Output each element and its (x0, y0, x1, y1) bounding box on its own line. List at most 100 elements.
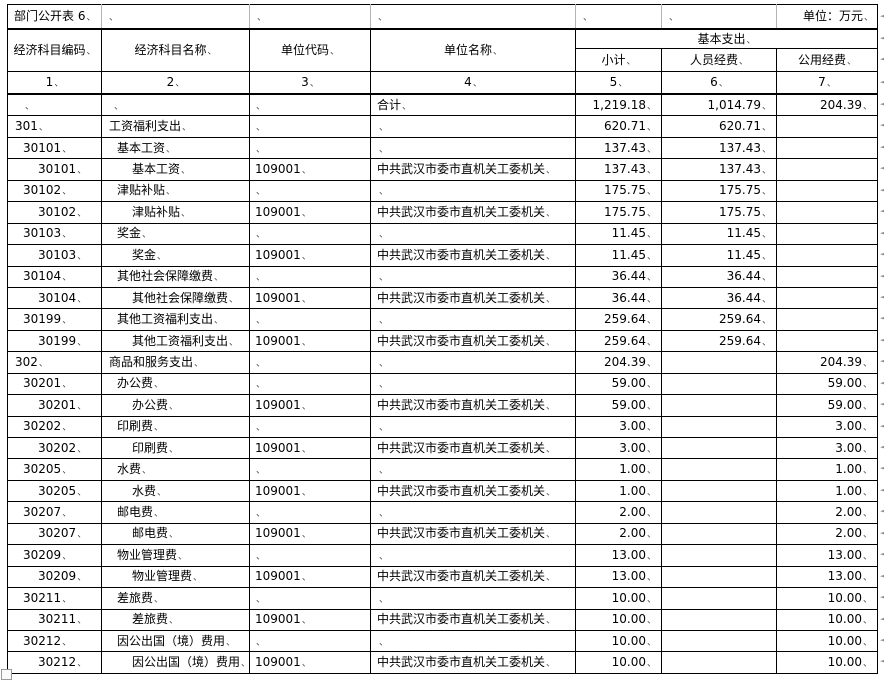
cell-end-marker: 、 (583, 13, 593, 23)
cell-end-marker: 、 (301, 573, 311, 584)
cell-text: 3.00 (619, 440, 646, 455)
cell-text: 30209 (23, 547, 62, 562)
cell-subtotal: 10.00、 (575, 587, 662, 610)
cell-text: 204.39 (819, 354, 862, 369)
table-row: 30205、 水费、、、 1.00、 1.00、 (7, 458, 878, 481)
table-row: 30102、 津贴补贴、、、 175.75、 175.75、 (7, 179, 878, 203)
cell-text: 中共武汉市委市直机关工委机关 (377, 655, 546, 670)
cell-end-marker: 、 (402, 101, 412, 112)
cell-unit-code: 、 (249, 136, 371, 160)
cell-text: 因公出国（境）费用 (132, 655, 241, 670)
cell-unit-name: 中共武汉市委市直机关工委机关、 (370, 329, 576, 353)
cell-end-marker: 、 (301, 166, 311, 177)
cell-text: 中共武汉市委市直机关工委机关 (377, 526, 546, 541)
row-end-marker-icon: ◄ (880, 356, 884, 365)
cell-text: 其他工资福利支出 (117, 312, 214, 327)
cell-unit-name: 中共武汉市委市直机关工委机关、 (370, 608, 576, 631)
cell-end-marker: 、 (62, 509, 72, 520)
cell-text: 30103 (38, 247, 77, 262)
header-label: 公用经费 (797, 52, 846, 67)
cell-end-marker: 、 (379, 230, 389, 241)
cell-subtotal: 59.00、 (575, 372, 662, 396)
header-label: 基本支出 (697, 31, 746, 46)
cell-code: 30101、 (7, 158, 102, 181)
cell-end-marker: 、 (214, 273, 224, 284)
cell-end-marker: 、 (256, 551, 266, 562)
header-unit-name: 单位名称、 (370, 28, 576, 72)
cell-unit-name: 中共武汉市委市直机关工委机关、 (370, 565, 576, 589)
table-row: 30199、 其他工资福利支出、 109001、 中共武汉市委市直机关工委机关、 259… (7, 329, 878, 353)
cell-end-marker: 、 (330, 47, 340, 57)
cell-name: 基本工资、 (101, 136, 250, 160)
cell-unit-code: 、 (249, 115, 371, 138)
cell-unit-code: 109001、 (249, 329, 371, 353)
cell-personnel (661, 629, 777, 653)
cell-code: 30211、 (7, 608, 102, 631)
cell-end-marker: 、 (77, 530, 87, 541)
cell-personnel (661, 351, 777, 374)
row-end-markers: ◄ ◄ ◄ ◄ ◄ ◄ ◄ ◄ ◄ ◄ ◄ ◄ ◄ ◄ ◄ ◄ ◄ ◄ ◄ ◄ ◄ ◄ ◄ ◄ ◄ ◄ ◄ ◄ ◄ ◄ ◄ (880, 0, 884, 676)
cell-text: 30102 (23, 183, 62, 198)
cell-text: 中共武汉市委市直机关工委机关 (377, 440, 546, 455)
cell-end-marker: 、 (761, 101, 771, 112)
cell-text: 11.45 (726, 247, 761, 262)
cell-personnel: 36.44、 (661, 265, 777, 288)
cell-end-marker: 、 (646, 187, 656, 198)
cell-subtotal: 620.71、 (575, 115, 662, 138)
cell-unit-code: 、 (249, 179, 371, 203)
cell-end-marker: 、 (862, 101, 872, 112)
cell-text: 30104 (23, 269, 62, 284)
index-cell: 6、 (661, 71, 777, 95)
table-row: 30209、 物业管理费、 109001、 中共武汉市委市直机关工委机关、 13.00、… (7, 565, 878, 589)
cell-personnel: 259.64、 (661, 329, 777, 353)
cell-end-marker: 、 (646, 316, 656, 327)
row-end-marker-icon: ◄ (880, 635, 884, 644)
cell-end-marker: 、 (54, 79, 64, 89)
cell-code: 30209、 (7, 565, 102, 589)
table-row: 30102、 津贴补贴、 109001、 中共武汉市委市直机关工委机关、 175.75、… (7, 201, 878, 224)
cell-text: 11.45 (611, 247, 646, 262)
cell-text: 109001 (255, 569, 301, 584)
cell-unit-code: 、 (249, 265, 371, 288)
cell-code: 30207、 (7, 522, 102, 546)
cell-end-marker: 、 (256, 316, 266, 327)
cell-code: 30202、 (7, 436, 102, 460)
cell-unit-code: 109001、 (249, 436, 371, 460)
cell-end-marker: 、 (77, 251, 87, 262)
cell-text: 36.44 (611, 269, 646, 284)
cell-end-marker: 、 (862, 637, 872, 648)
cell-personnel: 175.75、 (661, 179, 777, 203)
cell-text: 差旅费 (117, 590, 154, 605)
cell-end-marker: 、 (77, 444, 87, 455)
table-row: 30212、 因公出国（境）费用、 109001、 中共武汉市委市直机关工委机关、 10… (7, 651, 878, 674)
cell-end-marker: 、 (379, 423, 389, 434)
cell-end-marker: 、 (256, 466, 266, 477)
cell-end-marker: 、 (646, 487, 656, 498)
cell-name: 差旅费、 (101, 587, 250, 610)
cell-end-marker: 、 (256, 101, 266, 112)
cell-end-marker: 、 (181, 208, 191, 219)
cell-unit-name: 、 (370, 179, 576, 203)
cell-text: 109001 (255, 483, 301, 498)
cell-end-marker: 、 (646, 444, 656, 455)
cell-end-marker: 、 (646, 594, 656, 605)
cell-name: 其他工资福利支出、 (101, 329, 250, 353)
cell-name: 水费、 (101, 479, 250, 503)
cell-text: 259.64 (718, 312, 761, 327)
cell-text: 1,014.79 (707, 97, 761, 112)
cell-end-marker: 、 (379, 316, 389, 327)
cell-text: 3.00 (835, 419, 862, 434)
cell-text: 10.00 (827, 655, 862, 670)
cell-name: 差旅费、 (101, 608, 250, 631)
cell-public: 10.00、 (776, 608, 878, 631)
cell-unit-code: 、 (249, 372, 371, 396)
empty-cell: 、 (249, 4, 371, 30)
cell-end-marker: 、 (169, 401, 179, 412)
cell-end-marker: 、 (301, 294, 311, 305)
cell-end-marker: 、 (379, 637, 389, 648)
cell-text: 10.00 (611, 633, 646, 648)
cell-end-marker: 、 (301, 208, 311, 219)
cell-code: 30199、 (7, 329, 102, 353)
cell-end-marker: 、 (256, 230, 266, 241)
cell-text: 30199 (38, 333, 77, 348)
